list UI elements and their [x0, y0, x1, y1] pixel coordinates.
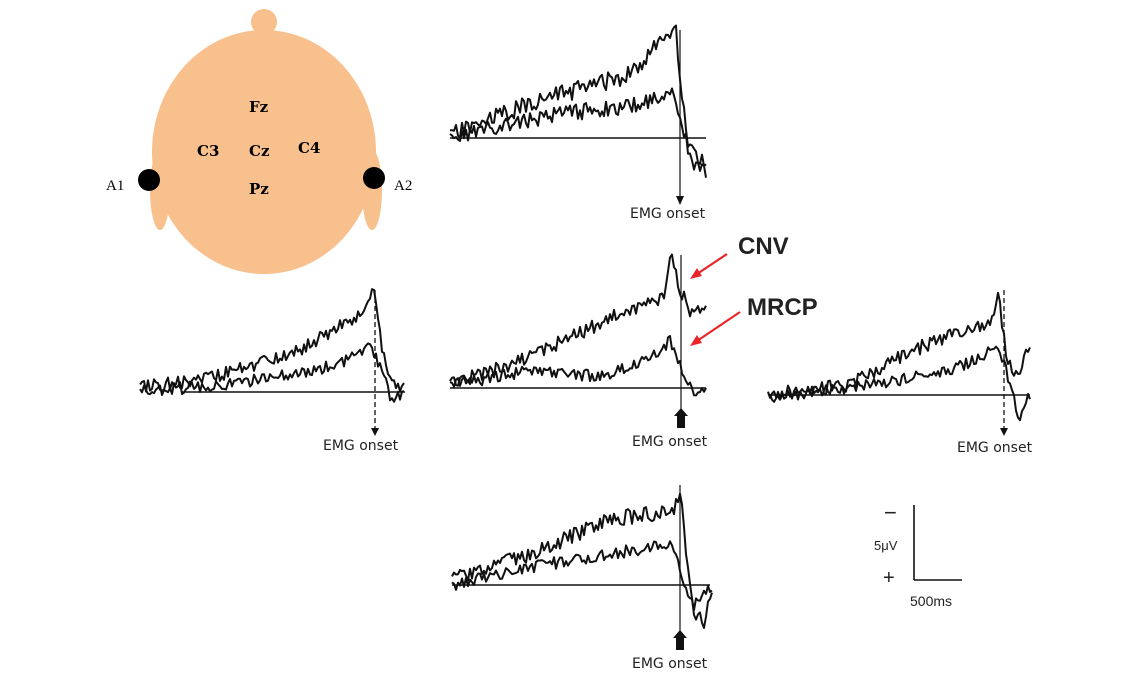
panel-pz: EMG onset — [451, 485, 713, 672]
electrode-a2-dot — [363, 167, 385, 189]
fz-onset-arrow — [676, 196, 684, 205]
c4-trace-upper — [767, 291, 1031, 401]
electrode-label-a1: A1 — [106, 178, 124, 194]
c4-trace-lower — [767, 345, 1031, 422]
mrcp-label: MRCP — [747, 294, 818, 321]
fz-trace-lower — [449, 87, 707, 171]
scale-bar-plus: + — [883, 567, 895, 589]
cz-onset-label: EMG onset — [632, 434, 708, 450]
head-outline — [152, 30, 376, 274]
scale-bar-time: 500ms — [910, 593, 952, 609]
electrode-label-cz: Cz — [249, 142, 270, 160]
pz-onset-arrow-shaft — [676, 636, 684, 650]
c3-trace-lower — [139, 342, 405, 403]
panel-fz: EMG onset — [449, 24, 707, 222]
cnv-arrow-head — [690, 268, 702, 279]
scale-bar: − 5μV + 500ms — [874, 500, 962, 609]
electrode-label-a2: A2 — [394, 178, 412, 194]
cz-onset-arrow-head — [674, 408, 688, 416]
c3-onset-label: EMG onset — [323, 438, 399, 454]
cnv-label: CNV — [738, 233, 789, 260]
fz-onset-label: EMG onset — [630, 206, 706, 222]
cz-trace-upper — [449, 253, 707, 387]
mrcp-arrow-head — [690, 335, 702, 346]
annotations: CNV MRCP — [690, 233, 818, 346]
electrode-label-pz: Pz — [249, 180, 269, 198]
head-diagram: A1 A2 Fz C3 Cz C4 Pz — [106, 9, 412, 274]
cz-onset-arrow-shaft — [677, 414, 685, 428]
panel-cz: EMG onset — [449, 253, 708, 450]
c4-onset-label: EMG onset — [957, 440, 1033, 456]
pz-trace-upper — [451, 492, 713, 629]
c3-onset-arrow — [371, 428, 379, 436]
panel-c3: EMG onset — [139, 288, 405, 454]
electrode-label-c4: C4 — [298, 139, 320, 157]
panel-c4: EMG onset — [767, 290, 1033, 456]
pz-trace-lower — [451, 540, 713, 612]
scale-bar-minus: − — [884, 500, 897, 525]
scale-bar-amplitude: 5μV — [874, 538, 898, 553]
cz-trace-lower — [449, 335, 707, 397]
pz-onset-arrow-head — [673, 630, 687, 638]
electrode-a1-dot — [138, 169, 160, 191]
electrode-label-fz: Fz — [249, 98, 269, 116]
electrode-label-c3: C3 — [197, 142, 219, 160]
fz-trace-upper — [449, 24, 707, 178]
c3-trace-upper — [139, 288, 405, 393]
pz-onset-label: EMG onset — [632, 656, 708, 672]
c4-onset-arrow — [1000, 428, 1008, 436]
nose — [251, 9, 277, 35]
mrcp-arrow — [693, 311, 741, 344]
